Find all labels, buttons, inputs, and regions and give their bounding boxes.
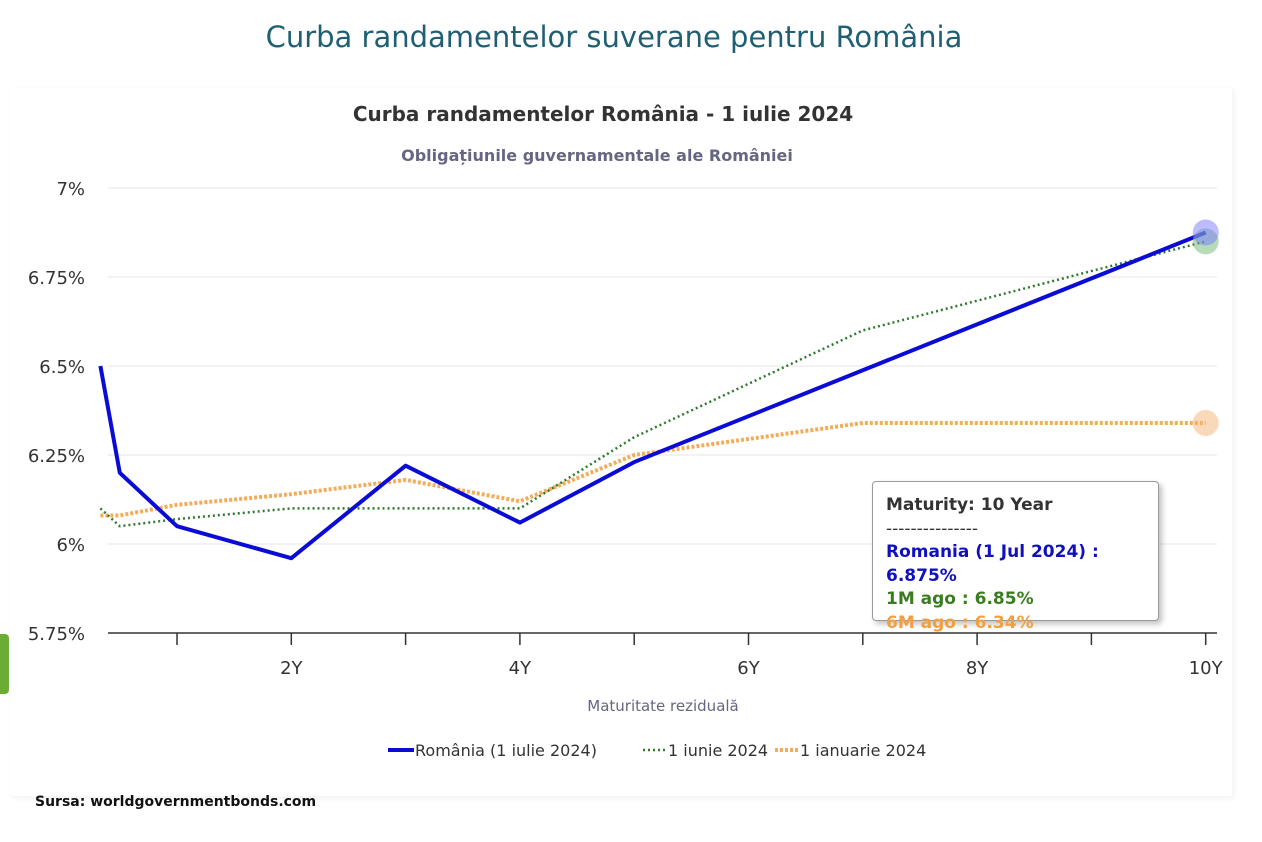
y-tick-label: 6.75%: [28, 268, 85, 289]
chart-card: [10, 88, 1232, 796]
y-tick-label: 5.75%: [28, 624, 85, 645]
chart-title: Curba randamentelor România - 1 iulie 20…: [353, 102, 853, 126]
side-tab[interactable]: [0, 634, 9, 694]
x-tick-label: 2Y: [280, 658, 303, 679]
y-tick-label: 6%: [56, 535, 85, 556]
tooltip-header: Maturity: 10 Year: [886, 495, 1053, 515]
legend-label-0: România (1 iulie 2024): [415, 741, 597, 760]
legend-label-1: 1 iunie 2024: [668, 741, 768, 760]
chart-subtitle: Obligațiunile guvernamentale ale Românie…: [401, 146, 793, 165]
series-line-0: [98, 230, 1207, 561]
tooltip-1m-value: 1M ago : 6.85%: [886, 589, 1034, 609]
y-tick-label: 6.5%: [39, 357, 85, 378]
tooltip-6m-value: 6M ago : 6.34%: [886, 612, 1034, 633]
tooltip-separator: ---------------: [886, 518, 979, 539]
x-tick-label: 10Y: [1189, 658, 1224, 679]
legend-label-2: 1 ianuarie 2024: [800, 741, 926, 760]
y-tick-label: 6.25%: [28, 446, 85, 467]
series-line-2: [100, 421, 1206, 518]
x-tick-label: 4Y: [509, 658, 532, 679]
hover-marker-0: [1192, 219, 1219, 246]
source-note: Sursa: worldgovernmentbonds.com: [35, 794, 317, 810]
y-tick-label: 7%: [56, 179, 85, 200]
x-tick-label: 8Y: [966, 658, 989, 679]
x-tick-label: 6Y: [737, 658, 760, 679]
hover-marker-2: [1192, 409, 1219, 436]
chart-tooltip: Maturity: 10 Year --------------- Romani…: [872, 481, 1159, 633]
series-line-1: [99, 240, 1207, 528]
page-title: Curba randamentelor suverane pentru Româ…: [265, 20, 963, 54]
x-axis-title: Maturitate reziduală: [587, 697, 739, 715]
tooltip-romania-value: Romania (1 Jul 2024) : 6.875%: [886, 542, 1099, 586]
